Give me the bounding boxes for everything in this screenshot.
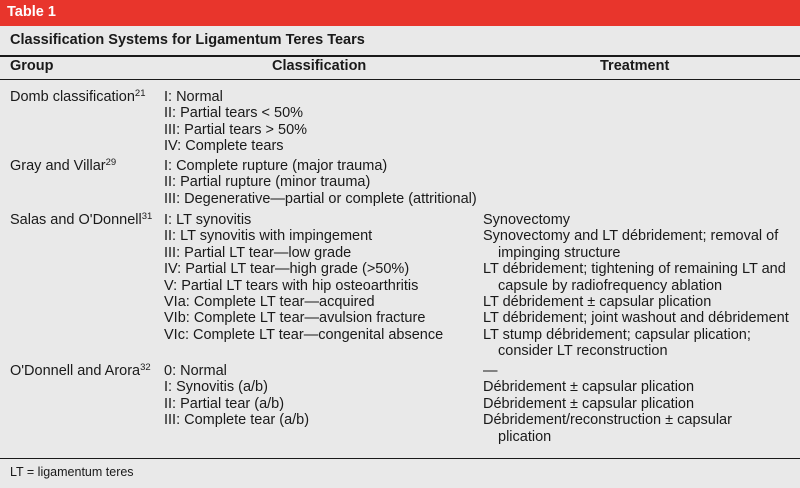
group-cell: Domb classification21: [10, 89, 160, 105]
header-classification: Classification: [272, 58, 367, 74]
classification-cell: I: Complete rupture (major trauma) II: P…: [164, 158, 479, 207]
treatment-line: consider LT reconstruction: [498, 343, 668, 360]
group-cell: Salas and O'Donnell31: [10, 212, 160, 228]
group-name: Salas and O'Donnell: [10, 212, 142, 228]
group-cell: O'Donnell and Arora32: [10, 363, 160, 379]
treatment-line: Débridement ± capsular plication: [483, 379, 695, 396]
reference-number: 32: [140, 362, 151, 373]
treatment-cell: — Débridement ± capsular plication Débri…: [483, 363, 795, 445]
classification-line: I: Complete rupture (major trauma): [164, 158, 388, 174]
header-group: Group: [10, 58, 54, 74]
table-title: Classification Systems for Ligamentum Te…: [10, 32, 365, 48]
classification-line: IV: Partial LT tear—high grade (>50%): [164, 261, 410, 278]
footer-rule: [0, 458, 800, 459]
treatment-line: Synovectomy: [483, 212, 571, 228]
classification-line: VIc: Complete LT tear—congenital absence: [164, 326, 444, 343]
reference-number: 29: [105, 157, 117, 168]
classification-line: II: Partial tears < 50%: [164, 105, 304, 122]
header-bottom-rule: [0, 79, 800, 80]
treatment-line: LT débridement; joint washout and débrid…: [483, 310, 789, 327]
treatment-line: LT débridement; tightening of remaining …: [483, 261, 786, 278]
classification-line: II: Partial rupture (minor trauma): [164, 174, 371, 191]
classification-line: III: Degenerative—partial or complete (a…: [164, 190, 477, 207]
table-label: Table 1: [7, 4, 56, 20]
classification-line: III: Complete tear (a/b): [164, 412, 310, 429]
classification-line: III: Partial LT tear—low grade: [164, 244, 352, 261]
classification-line: II: LT synovitis with impingement: [164, 228, 373, 245]
classification-line: V: Partial LT tears with hip osteoarthri…: [164, 277, 419, 294]
classification-cell: I: Normal II: Partial tears < 50% III: P…: [164, 89, 479, 155]
group-name: O'Donnell and Arora: [10, 363, 141, 379]
group-name: Gray and Villar: [10, 158, 106, 174]
treatment-line: Synovectomy and LT débridement; removal …: [483, 228, 779, 245]
group-name: Domb classification: [10, 89, 135, 105]
classification-line: IV: Complete tears: [164, 138, 284, 155]
reference-number: 31: [141, 211, 153, 222]
classification-line: VIb: Complete LT tear—avulsion fracture: [164, 310, 426, 327]
classification-cell: 0: Normal I: Synovitis (a/b) II: Partial…: [164, 363, 479, 429]
classification-line: I: LT synovitis: [164, 212, 252, 228]
table-label-banner: Table 1: [0, 0, 800, 26]
treatment-line: Débridement ± capsular plication: [483, 395, 695, 412]
classification-line: 0: Normal: [164, 363, 227, 379]
treatment-line: —: [483, 363, 498, 379]
treatment-line: Débridement/reconstruction ± capsular: [483, 412, 732, 429]
classification-line: III: Partial tears > 50%: [164, 121, 308, 138]
reference-number: 21: [134, 88, 146, 99]
treatment-line: LT stump débridement; capsular plication…: [483, 326, 751, 343]
group-cell: Gray and Villar29: [10, 158, 160, 174]
header-top-rule: [0, 55, 800, 57]
table-frame: [0, 26, 800, 488]
header-treatment: Treatment: [600, 58, 670, 74]
treatment-line: capsule by radiofrequency ablation: [498, 277, 723, 294]
classification-line: I: Synovitis (a/b): [164, 379, 268, 396]
treatment-line: plication: [498, 428, 552, 445]
footnote: LT = ligamentum teres: [10, 465, 134, 479]
classification-cell: I: LT synovitis II: LT synovitis with im…: [164, 212, 479, 343]
treatment-cell: Synovectomy Synovectomy and LT débrideme…: [483, 212, 795, 360]
treatment-line: impinging structure: [498, 244, 621, 261]
treatment-line: LT débridement ± capsular plication: [483, 294, 712, 311]
classification-line: II: Partial tear (a/b): [164, 395, 285, 412]
classification-line: VIa: Complete LT tear—acquired: [164, 294, 375, 311]
classification-line: I: Normal: [164, 89, 223, 105]
